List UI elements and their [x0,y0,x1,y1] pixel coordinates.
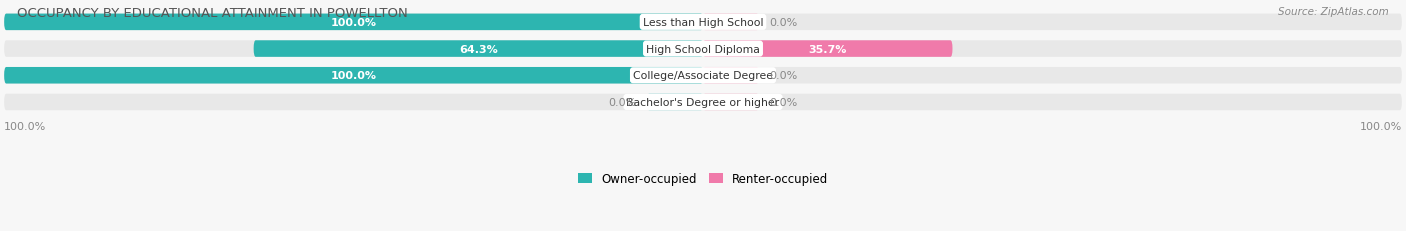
Text: 100.0%: 100.0% [330,18,377,28]
Text: College/Associate Degree: College/Associate Degree [633,71,773,81]
FancyBboxPatch shape [4,15,703,31]
Text: 100.0%: 100.0% [1360,122,1402,132]
FancyBboxPatch shape [703,68,759,84]
FancyBboxPatch shape [703,41,952,58]
Text: 100.0%: 100.0% [4,122,46,132]
Text: 100.0%: 100.0% [330,71,377,81]
Text: High School Diploma: High School Diploma [647,44,759,54]
Text: Source: ZipAtlas.com: Source: ZipAtlas.com [1278,7,1389,17]
Legend: Owner-occupied, Renter-occupied: Owner-occupied, Renter-occupied [572,167,834,190]
Text: Bachelor's Degree or higher: Bachelor's Degree or higher [627,97,779,107]
FancyBboxPatch shape [4,68,1402,84]
Text: OCCUPANCY BY EDUCATIONAL ATTAINMENT IN POWELLTON: OCCUPANCY BY EDUCATIONAL ATTAINMENT IN P… [17,7,408,20]
Text: 0.0%: 0.0% [609,97,637,107]
FancyBboxPatch shape [4,94,1402,111]
Text: Less than High School: Less than High School [643,18,763,28]
FancyBboxPatch shape [4,15,1402,31]
Text: 64.3%: 64.3% [458,44,498,54]
FancyBboxPatch shape [4,68,703,84]
FancyBboxPatch shape [253,41,703,58]
Text: 0.0%: 0.0% [769,97,797,107]
Text: 35.7%: 35.7% [808,44,846,54]
FancyBboxPatch shape [647,94,703,111]
Text: 0.0%: 0.0% [769,18,797,28]
FancyBboxPatch shape [703,15,759,31]
Text: 0.0%: 0.0% [769,71,797,81]
FancyBboxPatch shape [703,94,759,111]
FancyBboxPatch shape [4,41,1402,58]
